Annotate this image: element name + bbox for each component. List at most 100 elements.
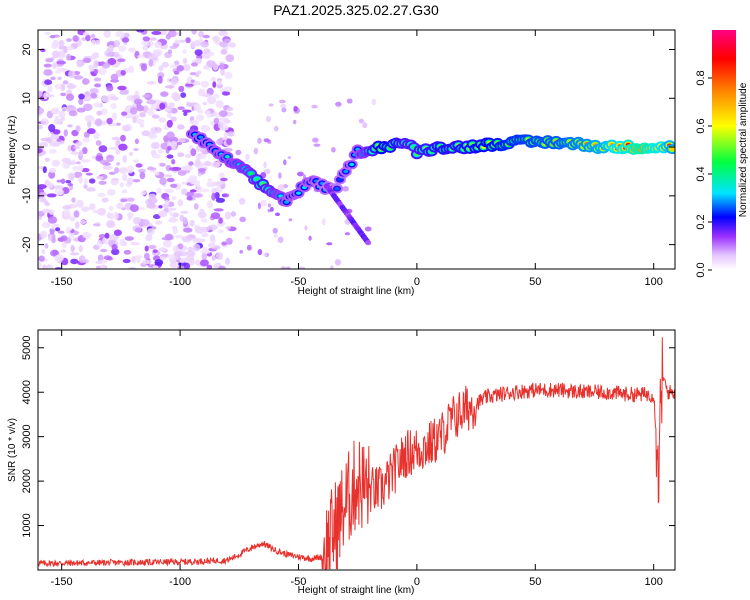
spectrogram-speckle: [100, 108, 108, 115]
spectrogram-speckle: [281, 266, 286, 269]
spectrogram-speckle: [106, 154, 115, 163]
snr-x-label: Height of straight line (km): [298, 585, 415, 596]
spectrogram-speckle: [273, 125, 279, 132]
spectrogram-speckle: [107, 189, 116, 196]
spectrogram-speckle: [288, 218, 293, 222]
spectrogram-speckle: [142, 259, 152, 265]
spectrogram-speckle: [206, 110, 211, 118]
spectrogram-speckle: [61, 106, 68, 111]
spectrogram-speckle: [138, 168, 146, 174]
spectrogram-speckle: [193, 193, 204, 198]
spectrogram-speckle: [190, 40, 197, 49]
spectrogram-speckle: [239, 216, 246, 223]
spectrogram-speckle: [263, 161, 267, 169]
spectrogram-speckle: [174, 39, 181, 45]
spectrogram-speckle: [69, 173, 75, 181]
spectrogram-speckle: [199, 208, 205, 214]
spectrogram-speckle: [38, 148, 43, 154]
spectrogram-frame: [37, 29, 676, 270]
spectrogram-speckle: [152, 114, 160, 119]
spectrogram-speckle: [111, 177, 120, 181]
spectrogram-speckle: [277, 236, 284, 244]
spectrogram-speckle: [182, 64, 191, 72]
spectrogram-speckle: [50, 76, 56, 81]
spectrogram-speckle: [358, 118, 364, 124]
spectrogram-speckle: [166, 131, 175, 140]
spectrogram-speckle: [150, 103, 160, 110]
spectrogram-speckle: [123, 249, 132, 255]
spectrogram-speckle: [182, 49, 187, 54]
spectrogram-speckle: [177, 243, 184, 250]
spectrogram-speckle: [159, 102, 166, 110]
spectrogram-speckle: [92, 209, 103, 214]
spectrogram-speckle: [141, 40, 149, 46]
spectrogram-speckle: [278, 172, 282, 179]
spectrogram-speckle: [52, 129, 61, 135]
spectrogram-speckle: [285, 266, 291, 269]
spectrogram-speckle: [121, 37, 130, 43]
spectrogram-speckle: [71, 197, 76, 203]
spectrogram-speckle: [184, 154, 192, 158]
spectrogram-speckle: [210, 212, 221, 220]
spectrogram-speckle: [97, 192, 106, 198]
spectrogram-speckle: [260, 199, 267, 207]
spectrogram-speckle: [213, 208, 224, 212]
spectrogram-speckle: [47, 85, 53, 93]
spectrogram-speckle: [82, 232, 92, 239]
spectrogram-speckle: [78, 244, 83, 253]
spectrogram-speckle: [102, 165, 113, 170]
spectrogram-speckle: [107, 57, 117, 66]
spectrogram-speckle: [60, 178, 66, 185]
spectrogram-speckle: [222, 121, 228, 129]
spectrogram-speckle: [220, 177, 228, 182]
spectrogram-speckle: [68, 110, 78, 117]
spectrogram-speckle: [183, 262, 191, 269]
ridge-core: [343, 169, 349, 174]
spectrogram-speckle: [148, 59, 154, 67]
spectrogram-speckle: [238, 197, 246, 205]
spectrogram-speckle: [166, 119, 173, 128]
spectrogram-speckle: [160, 142, 170, 150]
spectrogram-speckle: [221, 241, 227, 246]
spectrogram-speckle: [111, 112, 118, 121]
spectrogram-speckle: [49, 35, 56, 39]
spectrogram-speckle: [78, 164, 84, 172]
spectrogram-speckle: [89, 203, 96, 211]
spectrogram-speckle: [61, 157, 72, 164]
spectrogram-speckle: [203, 48, 211, 54]
spectrogram-speckle: [206, 60, 216, 68]
spectrogram-speckle: [154, 259, 164, 266]
spectrogram-speckle: [168, 216, 177, 222]
spectrogram-speckle: [189, 219, 195, 227]
spectrogram-speckle: [170, 77, 178, 86]
spectrogram-speckle: [166, 154, 174, 159]
spectrogram-speckle: [145, 234, 153, 242]
spectrogram-speckle: [173, 251, 182, 257]
spectrogram-speckle: [56, 179, 62, 183]
spectrogram-speckle: [202, 101, 207, 106]
spectrogram-speckle: [196, 70, 202, 75]
spectrogram-speckle: [43, 63, 52, 68]
spectrogram-speckle: [298, 266, 306, 269]
spectrogram-speckle: [134, 255, 143, 259]
spectrogram-speckle: [168, 30, 177, 38]
spectrogram-speckle: [230, 211, 237, 217]
spectrogram-speckle: [146, 99, 157, 105]
spectrogram-speckle: [180, 92, 187, 98]
spectrogram-speckle: [98, 180, 107, 185]
spectrogram-speckle: [223, 38, 231, 43]
spectrogram-speckle: [211, 187, 217, 194]
spectrogram-speckle: [210, 76, 217, 82]
spectrogram-speckle: [60, 249, 67, 253]
spectrogram-speckle: [115, 149, 121, 155]
spectrogram-speckle: [133, 159, 140, 163]
spectrogram-speckle: [210, 161, 221, 168]
spectrogram-speckle: [60, 83, 66, 92]
spectrogram-speckle: [66, 46, 75, 51]
spectrogram-speckle: [190, 79, 195, 83]
spectrogram-speckle: [257, 249, 263, 256]
spectrogram-speckle: [200, 218, 208, 223]
spectrogram-speckle: [164, 188, 175, 193]
spectrogram-speckle: [82, 78, 90, 85]
